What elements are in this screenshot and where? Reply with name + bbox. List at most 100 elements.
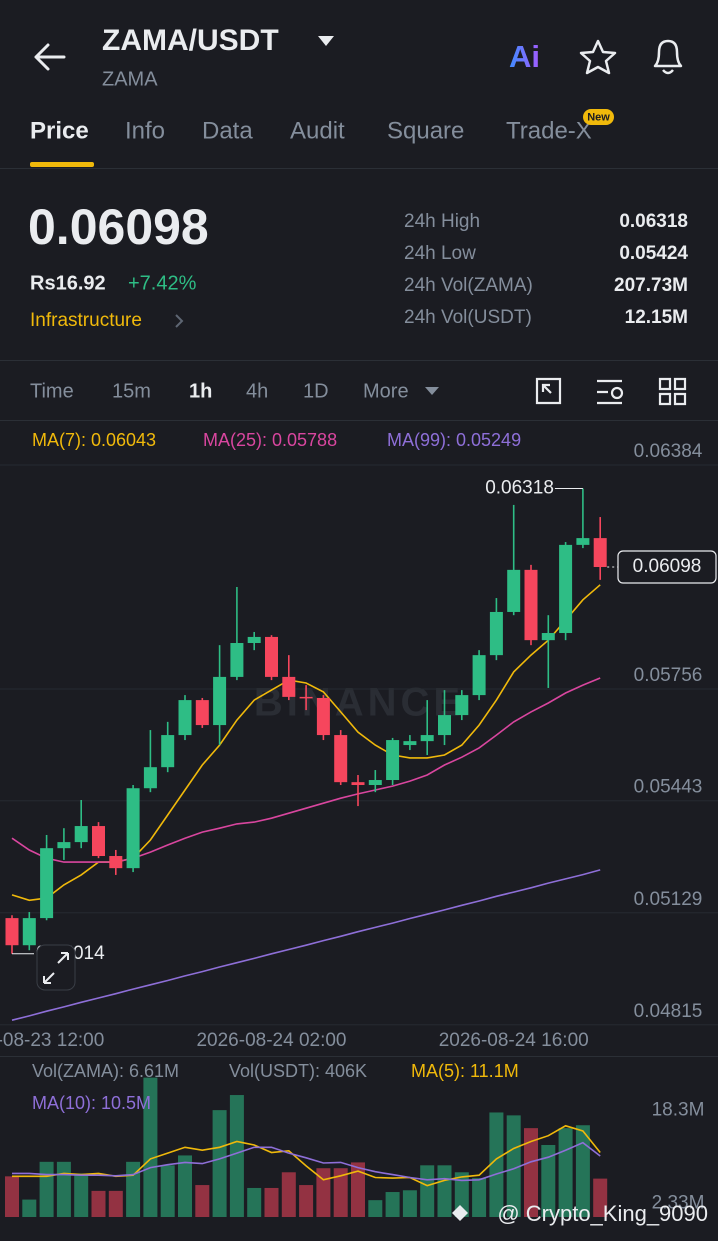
volume-chart: 18.3M 2.33M Vol(ZAMA): 6.61M Vol(USDT): 406… — [5, 1061, 704, 1217]
volume-bar — [454, 1172, 469, 1217]
fiat-price: Rs16.92 — [30, 272, 106, 294]
volume-bar — [351, 1162, 365, 1217]
volume-bar — [420, 1165, 435, 1217]
tab[interactable]: Trade-X — [506, 117, 592, 144]
volume-bar — [489, 1112, 504, 1217]
y-tick-label: 0.05756 — [634, 665, 703, 686]
candle-body — [299, 696, 313, 699]
volume-bar — [575, 1125, 590, 1217]
x-tick-label: 2026-08-23 12:00 — [0, 1030, 104, 1051]
base-asset: ZAMA — [102, 68, 158, 90]
candle-body — [334, 735, 348, 783]
fullscreen-icon[interactable] — [535, 377, 562, 405]
tab[interactable]: Audit — [290, 117, 345, 144]
candle-body — [472, 655, 486, 696]
indicator-icon[interactable] — [597, 379, 622, 405]
more-caret[interactable] — [425, 387, 439, 395]
legend-entry: MA(99): 0.05249 — [387, 430, 521, 450]
tab[interactable]: Square — [387, 117, 464, 144]
ma-line — [11, 869, 601, 1021]
expand-icon — [43, 952, 69, 984]
candle-body — [489, 611, 503, 656]
candle-body — [74, 826, 88, 843]
volume-legend: Vol(ZAMA): 6.61M — [32, 1061, 179, 1081]
legend-entry: MA(25): 0.05788 — [203, 430, 337, 450]
stat-label: 24h Vol(USDT) — [404, 307, 532, 328]
interval[interactable]: 15m — [112, 380, 151, 402]
new-badge-text: New — [587, 111, 610, 123]
candle-body — [178, 700, 192, 736]
candle-body — [161, 735, 175, 768]
volume-bar — [160, 1165, 175, 1217]
candle-body — [282, 676, 296, 697]
back-button[interactable] — [34, 43, 66, 71]
candle-body — [438, 715, 451, 736]
star-icon[interactable] — [579, 39, 617, 75]
x-tick-label: 2026-08-24 16:00 — [439, 1030, 589, 1051]
volume-bar — [229, 1095, 244, 1217]
interval[interactable]: 4h — [246, 380, 268, 402]
candle-body — [386, 740, 400, 781]
volume-bar — [5, 1176, 19, 1217]
volume-bar — [316, 1168, 331, 1217]
stat-value: 0.06318 — [619, 211, 688, 232]
volume-bar — [74, 1173, 89, 1217]
legend-entry: MA(10): 10.5M — [32, 1093, 151, 1113]
bell-icon[interactable] — [653, 39, 683, 75]
candle-body — [22, 918, 36, 946]
volume-bar — [143, 1077, 158, 1217]
ai-button[interactable]: Ai — [509, 39, 540, 74]
interval[interactable]: 1h — [189, 380, 212, 402]
volume-bar — [264, 1187, 279, 1217]
candle-body — [40, 848, 54, 919]
volume-bar — [541, 1144, 556, 1217]
interval[interactable]: 1D — [303, 380, 329, 402]
pair-caret[interactable] — [318, 36, 334, 46]
tab[interactable]: Data — [202, 117, 253, 144]
new-badge — [583, 109, 614, 125]
candle-body — [92, 826, 105, 857]
interval[interactable]: Time — [30, 380, 74, 402]
volume-bar — [281, 1172, 296, 1217]
stat-label: 24h Low — [404, 243, 476, 264]
tab[interactable]: Price — [30, 117, 89, 144]
pair-title[interactable]: ZAMA/USDT — [102, 24, 279, 57]
volume-bar — [558, 1128, 573, 1217]
candle-body — [559, 544, 573, 634]
expand-button[interactable] — [36, 944, 76, 991]
candle-body — [57, 842, 71, 849]
volume-bar — [195, 1185, 210, 1217]
volume-bar — [368, 1200, 383, 1217]
layout-icon[interactable] — [658, 377, 687, 406]
candle-body — [351, 782, 365, 786]
candle-body — [368, 780, 382, 786]
y-tick-label: 2.33M — [652, 1192, 705, 1213]
candle-body — [576, 538, 590, 545]
watermark: @ Crypto_King_9090 — [497, 1201, 708, 1226]
stat-label: 24h Vol(ZAMA) — [404, 275, 533, 296]
stat-label: 24h High — [404, 211, 480, 232]
tab[interactable]: Info — [125, 117, 165, 144]
last-price: 0.06098 — [28, 199, 209, 255]
volume-bar — [247, 1187, 262, 1217]
volume-bar — [212, 1110, 227, 1217]
volume-bar — [472, 1178, 487, 1217]
candle-body — [5, 918, 19, 946]
divider — [0, 168, 718, 169]
stat-value: 207.73M — [614, 275, 688, 296]
settings-icon[interactable] — [610, 386, 624, 400]
y-tick-label: 0.05443 — [634, 777, 703, 798]
candle-body — [247, 636, 261, 644]
y-tick-label: 0.04815 — [634, 1001, 703, 1022]
candle-body — [126, 788, 140, 869]
last-price-label: 0.06098 — [633, 556, 702, 577]
sector-tag[interactable]: Infrastructure — [30, 310, 142, 331]
volume-bar — [506, 1115, 521, 1217]
stat-value: 0.05424 — [619, 243, 688, 264]
volume-bar — [385, 1192, 400, 1217]
interval[interactable]: More — [363, 380, 409, 402]
divider — [0, 420, 718, 421]
